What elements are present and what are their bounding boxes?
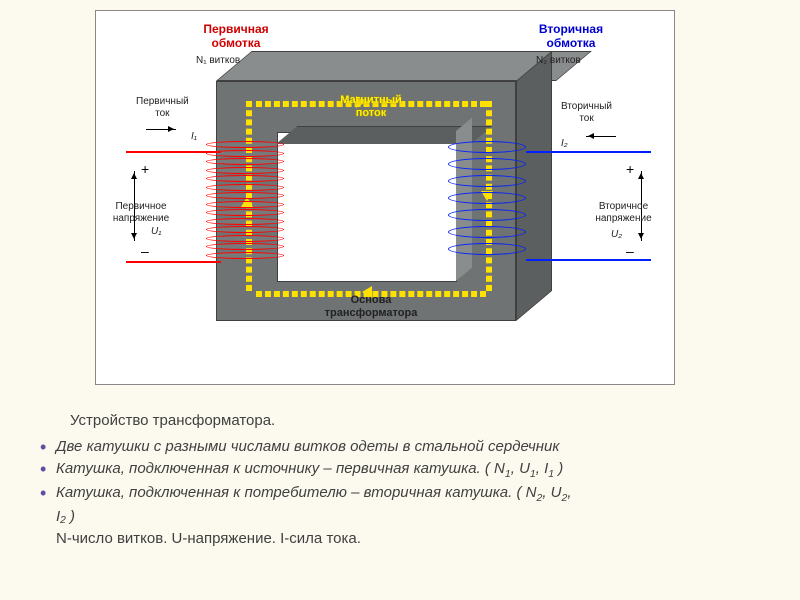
secondary-voltage-symbol: U₂ [611, 229, 622, 241]
plus-sign: + [626, 161, 634, 177]
definitions-line: N-число витков. U-напряжение. I-сила ток… [40, 528, 760, 550]
primary-lead-top [126, 151, 221, 153]
bullet-2-text: Катушка, подключенная к источнику – перв… [56, 460, 505, 477]
primary-current-label: Первичный ток [136, 96, 189, 119]
bullet-3-line2-text2: ) [66, 508, 75, 525]
transformer-diagram: Первичная обмотка N₁ витков Первичный то… [95, 10, 675, 385]
description-title: Устройство трансформатора. [70, 410, 760, 432]
secondary-title: Вторичная обмотка [526, 23, 616, 51]
primary-turns-label: N₁ витков [196, 55, 240, 67]
minus-sign: – [626, 243, 634, 259]
bullet-3-text: , [567, 484, 571, 501]
core-label: Основа трансформатора [321, 294, 421, 319]
bullet-2-text: , U [511, 460, 530, 477]
primary-title: Первичная обмотка [191, 23, 281, 51]
secondary-turns-label: N₂ витков [536, 55, 581, 67]
bullet-3: Катушка, подключенная к потребителю – вт… [40, 482, 760, 506]
secondary-voltage-label: Вторичное напряжение [586, 201, 661, 224]
core-right-face [516, 51, 552, 321]
secondary-current-label: Вторичный ток [561, 101, 612, 124]
bullet-3-line2-text: I₂ [56, 508, 66, 525]
primary-lead-bottom [126, 261, 221, 263]
primary-current-arrow-icon [146, 129, 176, 130]
bullet-2-text: ) [554, 460, 563, 477]
secondary-lead-top [526, 151, 651, 153]
primary-voltage-label: Первичное напряжение [106, 201, 176, 224]
plus-sign: + [141, 161, 149, 177]
bullet-3-line2: I₂ ) [40, 506, 760, 528]
bullet-1: Две катушки с разными числами витков оде… [40, 436, 760, 458]
bullet-3-text: Катушка, подключенная к потребителю – вт… [56, 484, 536, 501]
primary-current-symbol: I₁ [191, 131, 197, 143]
secondary-current-arrow-icon [586, 136, 616, 137]
bullet-3-text: , U [542, 484, 561, 501]
core-window [277, 132, 457, 282]
secondary-current-symbol: I₂ [561, 138, 568, 150]
description-block: Устройство трансформатора. Две катушки с… [40, 410, 760, 549]
minus-sign: – [141, 243, 149, 259]
bullet-2: Катушка, подключенная к источнику – перв… [40, 458, 760, 482]
primary-voltage-symbol: U₁ [151, 226, 161, 238]
bullet-2-text: , I [536, 460, 549, 477]
secondary-lead-bottom [526, 259, 651, 261]
flux-label: Магнитный поток [326, 94, 416, 119]
